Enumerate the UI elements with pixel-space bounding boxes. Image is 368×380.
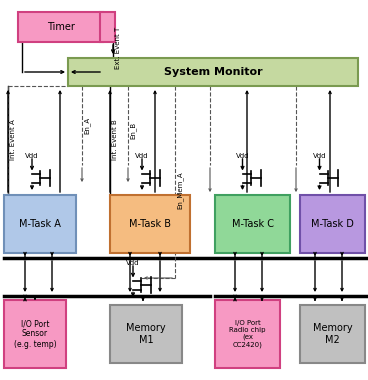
- Text: Vdd: Vdd: [135, 153, 149, 159]
- Text: En_B: En_B: [130, 122, 137, 139]
- Text: M-Task D: M-Task D: [311, 219, 354, 229]
- Text: En_A: En_A: [84, 116, 91, 133]
- Bar: [4, 195, 76, 253]
- Text: Vdd: Vdd: [313, 153, 326, 159]
- Text: Vdd: Vdd: [126, 260, 140, 266]
- Bar: [110, 195, 190, 253]
- Text: System Monitor: System Monitor: [164, 67, 262, 77]
- Bar: [68, 58, 358, 86]
- Text: Vdd: Vdd: [25, 153, 39, 159]
- Text: Memory
M2: Memory M2: [313, 323, 352, 345]
- Bar: [110, 305, 182, 363]
- Bar: [215, 195, 290, 253]
- Text: I/O Port
Radio chip
(ex
CC2420): I/O Port Radio chip (ex CC2420): [229, 320, 266, 348]
- Text: I/O Port
Sensor
(e.g. temp): I/O Port Sensor (e.g. temp): [14, 319, 56, 349]
- Text: Ext. Event T: Ext. Event T: [115, 27, 121, 69]
- Text: Int. Event B: Int. Event B: [112, 120, 118, 160]
- Text: Int. Event A: Int. Event A: [10, 120, 16, 160]
- Bar: [100, 12, 115, 42]
- Text: M-Task C: M-Task C: [231, 219, 273, 229]
- Bar: [4, 300, 66, 368]
- Bar: [300, 305, 365, 363]
- Text: Vdd: Vdd: [236, 153, 249, 159]
- Text: Memory
M1: Memory M1: [126, 323, 166, 345]
- Bar: [18, 12, 103, 42]
- Text: M-Task A: M-Task A: [19, 219, 61, 229]
- Text: En_Mem_A: En_Mem_A: [177, 171, 184, 209]
- Text: M-Task B: M-Task B: [129, 219, 171, 229]
- Bar: [300, 195, 365, 253]
- Text: Timer: Timer: [47, 22, 74, 32]
- Bar: [215, 300, 280, 368]
